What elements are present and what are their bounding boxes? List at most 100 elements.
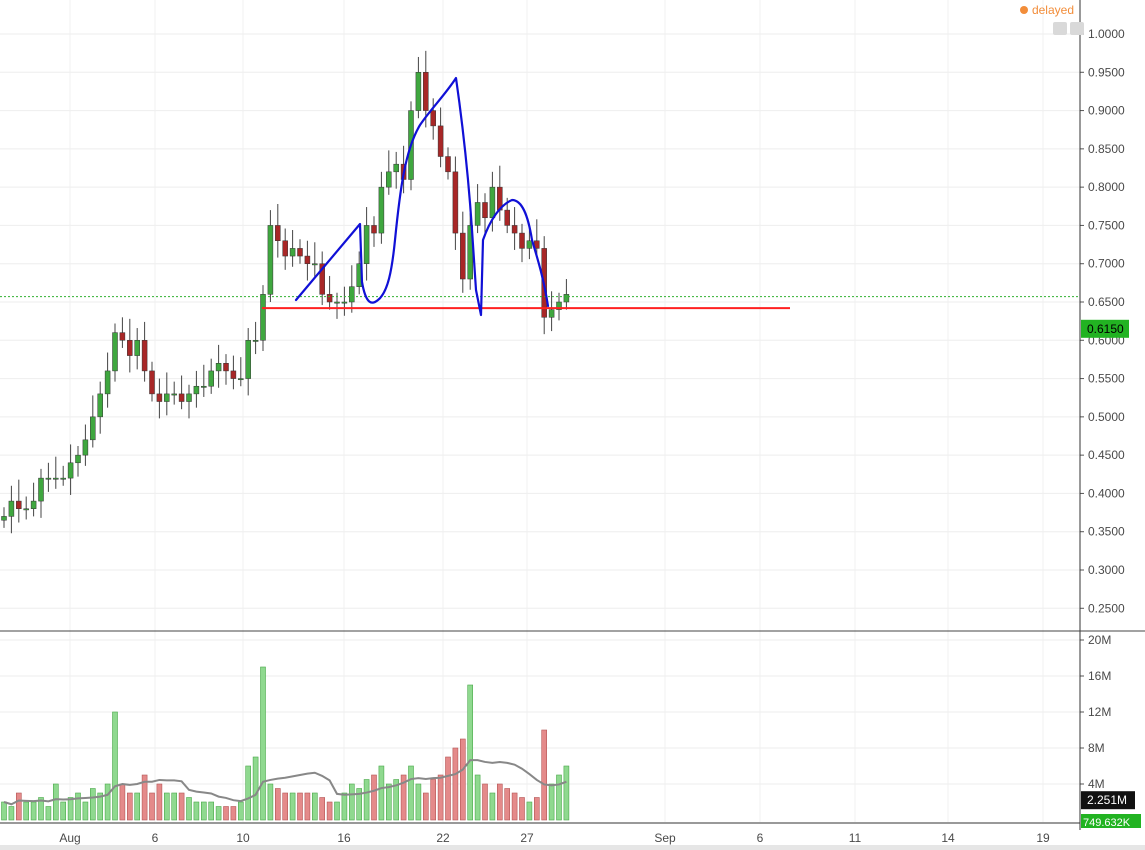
volume-bar	[1, 801, 7, 821]
volume-bar	[393, 779, 400, 821]
volume-bar	[526, 801, 533, 821]
scrollbar-track	[0, 845, 1145, 850]
volume-bar	[149, 792, 155, 821]
volume-bar	[171, 792, 177, 821]
candle-body	[208, 370, 214, 387]
candle-body	[90, 416, 96, 441]
candle-body	[326, 294, 333, 303]
volume-bar	[119, 783, 126, 821]
price-tick-label: 0.6500	[1088, 295, 1125, 309]
volume-bar	[23, 801, 30, 821]
volume-bar	[201, 801, 207, 821]
volume-bar	[311, 792, 318, 821]
price-tick-label: 0.3500	[1088, 525, 1125, 539]
volume-bar	[230, 806, 237, 821]
volume-bar	[452, 747, 459, 821]
price-tick-label: 0.4500	[1088, 448, 1125, 462]
volume-bar	[363, 779, 370, 821]
candle-body	[556, 301, 562, 310]
date-tick-label: Aug	[59, 831, 80, 845]
price-tick-label: 0.4000	[1088, 486, 1125, 500]
price-tick-label: 0.2500	[1088, 601, 1125, 615]
date-tick-label: 6	[152, 831, 159, 845]
volume-bar	[556, 774, 562, 821]
candle-body	[289, 248, 296, 257]
candle-body	[393, 163, 399, 173]
candle-body	[489, 186, 496, 219]
volume-bar	[482, 783, 488, 821]
volume-bar	[356, 788, 363, 821]
candle-body	[511, 225, 518, 234]
candle-body	[119, 332, 126, 341]
date-tick-label: 6	[757, 831, 764, 845]
candle-body	[97, 393, 103, 418]
volume-tick-label: 4M	[1088, 777, 1105, 791]
candle-body	[53, 477, 59, 480]
volume-bar	[141, 774, 148, 821]
volume-bar	[519, 797, 525, 821]
candle-body	[282, 240, 288, 257]
chart-controls[interactable]	[1053, 22, 1084, 35]
volume-bar	[348, 783, 355, 821]
candle-body	[134, 340, 140, 356]
volume-bar	[90, 788, 96, 821]
price-tick-label: 0.9500	[1088, 65, 1125, 79]
pause-icon[interactable]	[1053, 22, 1067, 35]
volume-bar	[326, 801, 333, 821]
price-tick-label: 0.3000	[1088, 563, 1125, 577]
price-tick-label: 0.9000	[1088, 104, 1125, 118]
delayed-status: delayed	[1019, 3, 1074, 17]
date-tick-label: Sep	[654, 831, 676, 845]
volume-bar	[208, 801, 214, 821]
candle-body	[519, 232, 525, 249]
volume-bar	[304, 792, 311, 821]
candle-body	[260, 294, 266, 341]
volume-bar	[467, 684, 474, 821]
volume-bar	[541, 729, 548, 821]
volume-bar	[400, 774, 407, 821]
candle-body	[38, 477, 44, 502]
date-tick-label: 11	[849, 831, 862, 845]
candle-body	[371, 225, 377, 234]
volume-tick-label: 20M	[1088, 633, 1111, 647]
date-tick-label: 19	[1036, 831, 1050, 845]
candle-body	[127, 340, 133, 356]
candles	[1, 50, 570, 534]
candle-body	[45, 477, 52, 480]
volume-bar	[459, 738, 466, 821]
volume-bar	[511, 792, 518, 821]
avg-volume-label: 749.632K	[1083, 817, 1131, 829]
candle-body	[445, 156, 451, 173]
candle-body	[474, 202, 481, 226]
volume-bar	[334, 801, 340, 821]
price-tick-label: 0.8500	[1088, 142, 1125, 156]
volume-bar	[52, 783, 59, 821]
volume-bar	[274, 788, 281, 821]
volume-bar	[8, 806, 15, 821]
candle-body	[563, 294, 570, 303]
candle-body	[67, 462, 74, 479]
candle-body	[252, 340, 259, 342]
volume-tick-label: 16M	[1088, 669, 1111, 683]
candle-body	[460, 232, 466, 280]
candle-body	[304, 255, 311, 264]
current-price-label: 0.6150	[1087, 322, 1124, 336]
volume-bar	[127, 792, 133, 821]
volume-bar	[104, 783, 111, 821]
candle-body	[452, 171, 459, 234]
candle-body	[112, 332, 118, 372]
volume-bar	[178, 792, 185, 821]
date-tick-label: 22	[436, 831, 450, 845]
lock-icon[interactable]	[1070, 22, 1084, 35]
volume-bar	[319, 797, 326, 821]
candle-body	[297, 248, 303, 257]
volume-bar	[164, 792, 170, 821]
volume-bar	[548, 783, 555, 821]
volume-bar	[60, 801, 67, 821]
candle-body	[349, 286, 355, 303]
candle-body	[104, 370, 111, 395]
volume-bar	[156, 783, 163, 821]
volume-bar	[186, 797, 192, 821]
candle-body	[215, 363, 222, 372]
